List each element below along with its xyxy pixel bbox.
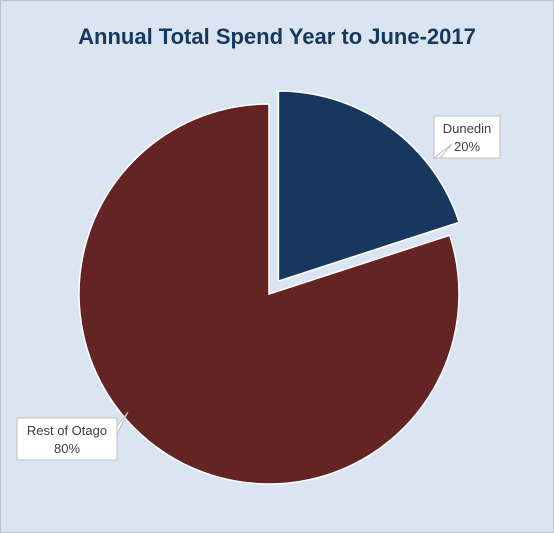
pie-slice-dunedin bbox=[277, 90, 461, 283]
data-label-rest-of-otago: Rest of Otago 80% bbox=[16, 411, 129, 461]
data-label-category: Dunedin bbox=[443, 121, 491, 136]
data-label-percent: 80% bbox=[54, 441, 80, 456]
data-label-percent: 20% bbox=[454, 139, 480, 154]
pie-slice-rest-of-otago bbox=[78, 103, 460, 485]
data-label-dunedin: Dunedin 20% bbox=[432, 115, 501, 159]
chart-title: Annual Total Spend Year to June-2017 bbox=[78, 24, 476, 49]
data-label-category: Rest of Otago bbox=[27, 423, 107, 438]
